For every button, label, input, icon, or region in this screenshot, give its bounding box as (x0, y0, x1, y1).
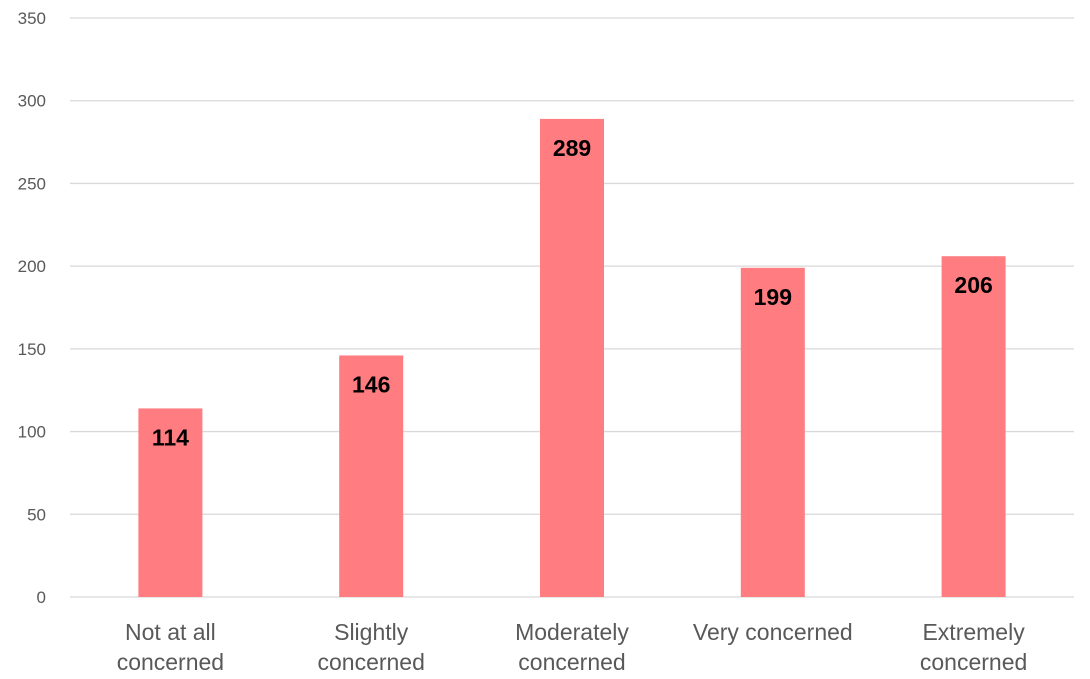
y-tick-label: 50 (27, 505, 46, 524)
y-tick-label: 0 (37, 588, 46, 607)
y-tick-label: 100 (18, 423, 46, 442)
data-label: 206 (954, 272, 992, 298)
y-tick-label: 300 (18, 92, 46, 111)
y-tick-label: 200 (18, 257, 46, 276)
x-tick-label-line: concerned (518, 649, 625, 675)
x-tick-label-line: Not at all (125, 619, 216, 645)
x-tick-label-line: concerned (317, 649, 424, 675)
x-tick-label-line: concerned (920, 649, 1027, 675)
y-tick-label: 250 (18, 174, 46, 193)
bar (138, 408, 203, 597)
data-label: 289 (553, 135, 591, 161)
x-tick-label-line: Extremely (922, 619, 1025, 645)
bar (740, 267, 805, 597)
data-labels: 114 146 289 199 206 (152, 135, 993, 451)
x-tick-label-line: concerned (117, 649, 224, 675)
x-tick-label: Very concerned (693, 619, 853, 645)
bar (540, 118, 604, 597)
x-tick-label: Not at all concerned (117, 619, 224, 675)
bars (138, 118, 1006, 597)
data-label: 146 (352, 371, 390, 397)
y-axis-ticks: 0 50 100 150 200 250 300 350 (18, 9, 46, 607)
bar (941, 256, 1006, 597)
x-tick-label: Extremely concerned (920, 619, 1027, 675)
x-tick-label-line: Moderately (515, 619, 629, 645)
bar (339, 355, 404, 597)
y-tick-label: 350 (18, 9, 46, 28)
x-tick-label-line: Slightly (334, 619, 409, 645)
x-tick-label: Moderately concerned (515, 619, 629, 675)
y-tick-label: 150 (18, 340, 46, 359)
data-label: 199 (754, 284, 792, 310)
data-label: 114 (152, 424, 189, 450)
x-tick-label-line: Very concerned (693, 619, 853, 645)
x-tick-label: Slightly concerned (317, 619, 424, 675)
